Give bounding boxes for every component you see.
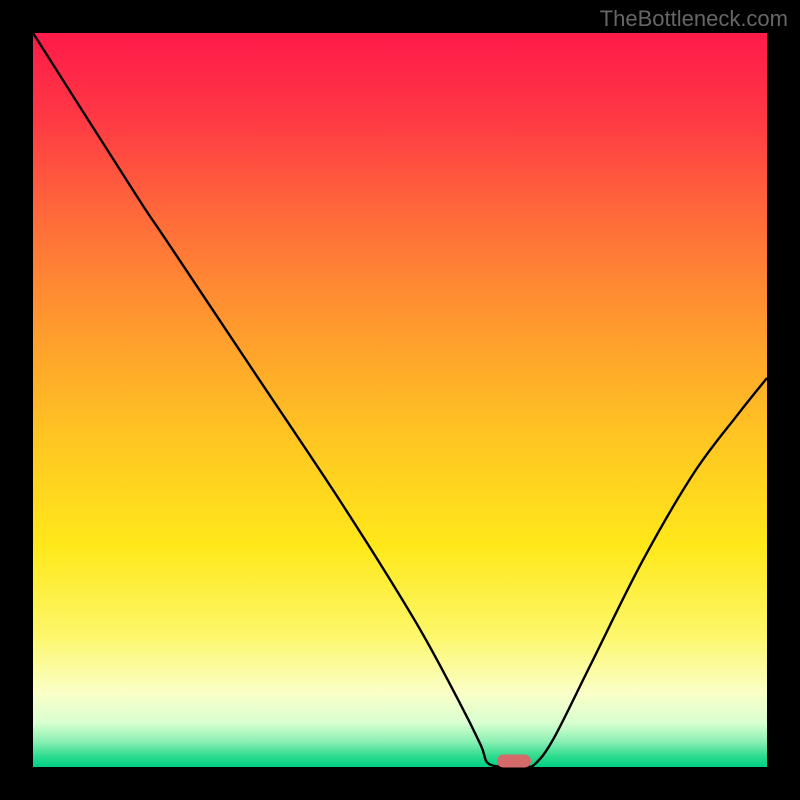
watermark-text: TheBottleneck.com — [600, 6, 788, 32]
chart-curve — [33, 33, 767, 767]
chart-plot-area — [33, 33, 767, 767]
chart-minimum-marker — [497, 755, 531, 768]
